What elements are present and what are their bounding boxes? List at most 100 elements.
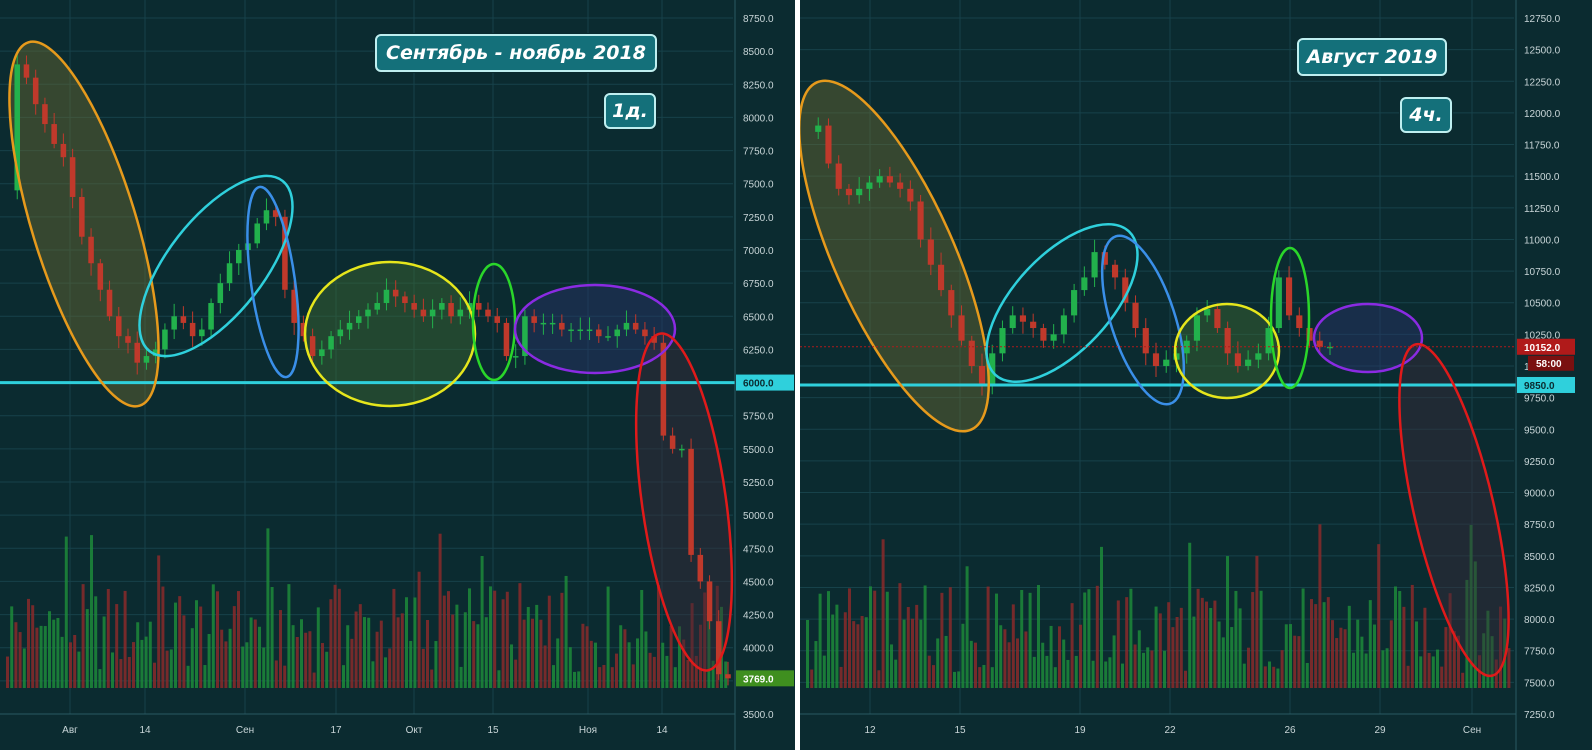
candle-body (1081, 277, 1088, 291)
volume-bar (1284, 624, 1288, 688)
candle-body (937, 264, 945, 291)
y-tick-label: 7500.0 (743, 180, 774, 191)
volume-bar (409, 640, 413, 688)
candle-body (1163, 359, 1170, 366)
volume-bar (1163, 650, 1166, 688)
volume-bar (1259, 590, 1263, 688)
candle-body (60, 143, 67, 158)
candle-body (522, 316, 528, 357)
volume-bar (476, 624, 480, 688)
volume-bar (1251, 592, 1255, 688)
volume-bar (48, 611, 51, 688)
volume-bar (827, 591, 830, 688)
volume-bar (1125, 597, 1129, 688)
y-tick-label: 8000.0 (743, 113, 774, 124)
volume-bar (300, 619, 303, 688)
candle-body (688, 448, 694, 555)
candle-body (886, 176, 893, 183)
volume-bar (711, 660, 715, 688)
volume-bar (384, 657, 387, 688)
volume-bar (1016, 638, 1019, 688)
candle-body (540, 322, 547, 325)
pattern-ellipse-fill (800, 80, 989, 432)
candle-body (632, 322, 639, 330)
y-tick-label: 10500.0 (1524, 299, 1561, 310)
volume-bar (442, 595, 446, 688)
volume-bar (864, 617, 868, 688)
candle-body (1142, 328, 1149, 354)
y-tick-label: 12750.0 (1524, 14, 1561, 25)
y-tick-label: 3500.0 (743, 710, 774, 721)
volume-bar (1184, 670, 1187, 688)
volume-bar (703, 592, 707, 688)
x-tick-label: 17 (330, 725, 342, 736)
volume-bar (375, 631, 379, 688)
volume-bar (1440, 666, 1444, 688)
candle-body (346, 322, 353, 330)
volume-bar (1389, 620, 1393, 688)
volume-bar (10, 606, 14, 688)
volume-bar (577, 671, 581, 688)
volume-bar (1339, 627, 1343, 688)
candle-body (706, 581, 713, 622)
y-tick-label: 7000.0 (743, 246, 774, 257)
volume-bar (1318, 524, 1322, 688)
candle-body (189, 322, 196, 337)
y-tick-label: 8000.0 (1524, 615, 1555, 626)
volume-bar (990, 667, 994, 688)
candle-body (927, 239, 934, 265)
volume-bar (106, 588, 110, 688)
volume-bar (119, 659, 123, 688)
y-tick-label: 11000.0 (1524, 235, 1560, 246)
volume-bar (1305, 662, 1309, 688)
volume-bar (1079, 624, 1082, 688)
volume-bar (493, 590, 497, 688)
volume-bar (270, 586, 274, 688)
volume-bar (123, 590, 127, 688)
volume-bar (1268, 661, 1271, 688)
volume-bar (1507, 648, 1511, 688)
y-tick-label: 9500.0 (1524, 425, 1555, 436)
candle-body (152, 349, 159, 357)
volume-bar (1121, 663, 1124, 688)
volume-bar (396, 617, 400, 688)
volume-bar (1473, 561, 1477, 688)
volume-bar (43, 626, 47, 688)
x-tick-label: 15 (954, 725, 966, 736)
candle-body (948, 290, 955, 316)
volume-bar (1070, 603, 1074, 688)
volume-bar (1133, 644, 1137, 688)
y-tick-label: 5500.0 (743, 445, 774, 456)
volume-bar (312, 672, 316, 688)
candle-body (42, 104, 48, 125)
volume-bar (295, 637, 299, 688)
volume-bar (694, 655, 698, 688)
volume-bar (556, 638, 560, 688)
chart-svg-2019: 12750.0 12500.0 12250.0 12000.0 11750.0 11500… (800, 0, 1592, 750)
volume-bar (894, 659, 898, 688)
x-tick-label: 14 (139, 725, 151, 736)
volume-bar (186, 665, 190, 688)
candle-body (134, 342, 140, 363)
y-tick-label: 7500.0 (1524, 678, 1555, 689)
volume-bar (1486, 610, 1490, 688)
volume-bar (1356, 619, 1360, 688)
candle-body (374, 303, 380, 310)
volume-bar (367, 617, 371, 688)
x-tick-label: 19 (1074, 725, 1086, 736)
volume-bar (245, 642, 249, 688)
volume-bar (426, 619, 429, 688)
candle-body (356, 316, 362, 323)
volume-bar (707, 589, 711, 688)
volume-bar (1347, 605, 1351, 688)
volume-bar (266, 528, 270, 688)
y-tick-label: 6250.0 (743, 345, 774, 356)
candle-body (1224, 328, 1231, 354)
candle-body (143, 356, 150, 363)
y-tick-label: 4250.0 (743, 611, 774, 622)
chart-panel-2019: 12750.0 12500.0 12250.0 12000.0 11750.0 11500… (800, 0, 1592, 750)
candle-body (725, 674, 731, 679)
volume-bar (873, 590, 877, 688)
volume-bar (514, 659, 518, 688)
volume-bar (1343, 629, 1347, 688)
